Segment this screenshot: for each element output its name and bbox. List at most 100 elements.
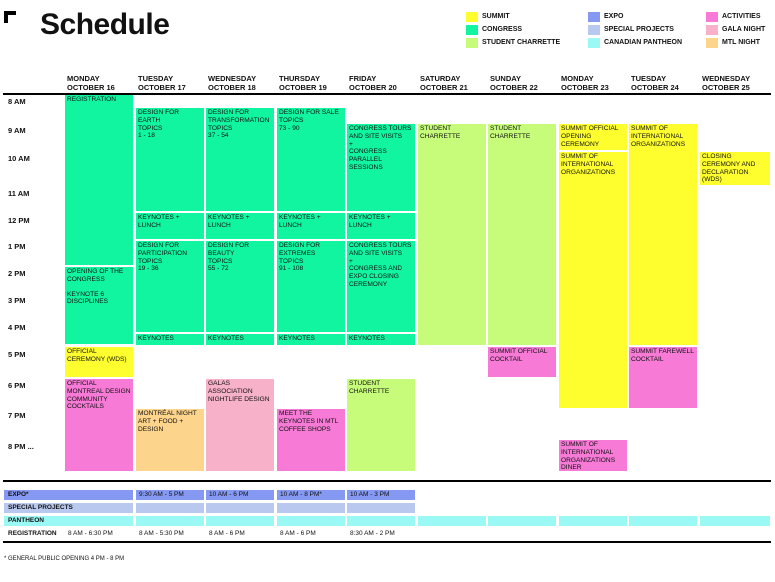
time-label: 9 AM xyxy=(8,126,26,135)
band-cell: 10 AM - 8 PM* xyxy=(277,490,345,500)
event-design-earth[interactable]: DESIGN FOR EARTH TOPICS 1 - 18 xyxy=(136,108,204,211)
legend-swatch-summit xyxy=(466,12,478,22)
time-label: 10 AM xyxy=(8,154,30,163)
band-cell: 8:30 AM - 2 PM xyxy=(350,530,395,537)
band-label-registration: REGISTRATION xyxy=(8,530,57,537)
legend-label: SPECIAL PROJECTS xyxy=(604,26,674,33)
day-header: FRIDAY OCTOBER 20 xyxy=(349,74,397,92)
event-design-participation[interactable]: DESIGN FOR PARTICIPATION TOPICS 19 - 36 xyxy=(136,241,204,332)
band-cell: 10 AM - 6 PM xyxy=(206,490,274,500)
legend-label: SUMMIT xyxy=(482,13,510,20)
event-design-beauty[interactable]: DESIGN FOR BEAUTY TOPICS 55 - 72 xyxy=(206,241,274,332)
legend-label: GALA NIGHT xyxy=(722,26,766,33)
time-label: 5 PM xyxy=(8,350,26,359)
legend-swatch-mtl-night xyxy=(706,38,718,48)
event-registration[interactable]: REGISTRATION xyxy=(65,95,133,265)
band-cell: 8 AM - 6 PM xyxy=(209,530,245,537)
day-header: THURSDAY OCTOBER 19 xyxy=(279,74,327,92)
legend-label: CANADIAN PANTHEON xyxy=(604,39,683,46)
event-student-charrette[interactable]: STUDENT CHARRETTE xyxy=(347,379,415,471)
band-cell xyxy=(136,516,204,526)
day-header: MONDAY OCTOBER 23 xyxy=(561,74,609,92)
event-galas[interactable]: GALAS ASSOCIATION NIGHTLIFE DESIGN xyxy=(206,379,274,471)
band-cell: 8 AM - 6 PM xyxy=(280,530,316,537)
day-header: WEDNESDAY OCTOBER 25 xyxy=(702,74,751,92)
event-congress-tours-closing[interactable]: CONGRESS TOURS AND SITE VISITS + CONGRESS … xyxy=(347,241,415,332)
legend-swatch-activities xyxy=(706,12,718,22)
band-cell xyxy=(700,516,770,526)
band-cell xyxy=(136,503,204,513)
time-label: 1 PM xyxy=(8,242,26,251)
legend-swatch-charrette xyxy=(466,38,478,48)
time-label: 3 PM xyxy=(8,296,26,305)
event-keynotes[interactable]: KEYNOTES xyxy=(347,334,415,345)
bottom-rule xyxy=(3,480,771,482)
day-header: SUNDAY OCTOBER 22 xyxy=(490,74,538,92)
legend-label: STUDENT CHARRETTE xyxy=(482,39,561,46)
band-label-pantheon: PANTHEON xyxy=(4,516,133,526)
event-meet-keynotes[interactable]: MEET THE KEYNOTES IN MTL COFFEE SHOPS xyxy=(277,409,345,471)
footnote: * GENERAL PUBLIC OPENING 4 PM - 8 PM xyxy=(4,556,125,562)
event-keynotes-lunch[interactable]: KEYNOTES + LUNCH xyxy=(277,213,345,239)
event-student-charrette[interactable]: STUDENT CHARRETTE xyxy=(418,124,486,345)
event-keynotes[interactable]: KEYNOTES xyxy=(206,334,274,345)
band-cell: 10 AM - 3 PM xyxy=(347,490,415,500)
legend-label: EXPO xyxy=(604,13,624,20)
header-rule xyxy=(3,93,771,95)
time-label: 8 PM ... xyxy=(8,442,34,451)
band-label-expo: EXPO* xyxy=(4,490,133,500)
legend-swatch-expo xyxy=(588,12,600,22)
event-summit-intl-diner[interactable]: SUMMIT OF INTERNATIONAL ORGANIZATIONS DI… xyxy=(559,440,627,471)
event-summit-opening[interactable]: SUMMIT OFFICIAL OPENING CEREMONY xyxy=(559,124,627,150)
band-cell xyxy=(488,516,556,526)
time-label: 2 PM xyxy=(8,269,26,278)
legend-swatch-congress xyxy=(466,25,478,35)
legend-swatch-gala xyxy=(706,25,718,35)
band-cell xyxy=(206,503,274,513)
event-closing-ceremony[interactable]: CLOSING CEREMONY AND DECLARATION (WDS) xyxy=(700,152,770,185)
event-mtl-night[interactable]: MONTRÉAL NIGHT ART + FOOD + DESIGN xyxy=(136,409,204,471)
event-design-sale[interactable]: DESIGN FOR SALE TOPICS 73 - 90 xyxy=(277,108,345,211)
event-opening-congress[interactable]: OPENING OF THE CONGRESS KEYNOTE 6 DISCIP… xyxy=(65,267,133,344)
time-label: 12 PM xyxy=(8,216,30,225)
legend-label: ACTIVITIES xyxy=(722,13,761,20)
band-cell xyxy=(559,516,627,526)
arrow-corner-icon xyxy=(4,11,16,23)
band-label-special-projects: SPECIAL PROJECTS xyxy=(4,503,133,513)
time-label: 8 AM xyxy=(8,97,26,106)
event-design-extremes[interactable]: DESIGN FOR EXTREMES TOPICS 91 - 108 xyxy=(277,241,345,332)
band-cell: 8 AM - 6:30 PM xyxy=(68,530,113,537)
event-official-ceremony[interactable]: OFFICIAL CEREMONY (WDS) xyxy=(65,347,133,377)
legend-label: CONGRESS xyxy=(482,26,523,33)
event-design-transformation[interactable]: DESIGN FOR TRANSFORMATION TOPICS 37 - 54 xyxy=(206,108,274,211)
footer-rule xyxy=(3,541,771,543)
band-cell xyxy=(629,516,697,526)
band-cell xyxy=(277,503,345,513)
band-cell xyxy=(277,516,345,526)
event-summit-cocktail[interactable]: SUMMIT OFFICIAL COCKTAIL xyxy=(488,347,556,377)
day-header: MONDAY OCTOBER 16 xyxy=(67,74,115,92)
event-official-cocktails[interactable]: OFFICIAL MONTREAL DESIGN COMMUNITY COCKT… xyxy=(65,379,133,471)
event-student-charrette[interactable]: STUDENT CHARRETTE xyxy=(488,124,556,345)
event-farewell-cocktail[interactable]: SUMMIT FAREWELL COCKTAIL xyxy=(629,347,697,408)
event-keynotes[interactable]: KEYNOTES xyxy=(277,334,345,345)
band-cell: 8 AM - 5:30 PM xyxy=(139,530,184,537)
day-header: WEDNESDAY OCTOBER 18 xyxy=(208,74,257,92)
event-summit-intl[interactable]: SUMMIT OF INTERNATIONAL ORGANIZATIONS xyxy=(629,124,697,345)
event-summit-intl[interactable]: SUMMIT OF INTERNATIONAL ORGANIZATIONS xyxy=(559,152,627,408)
day-header: TUESDAY OCTOBER 24 xyxy=(631,74,679,92)
event-keynotes-lunch[interactable]: KEYNOTES + LUNCH xyxy=(136,213,204,239)
time-label: 4 PM xyxy=(8,323,26,332)
event-keynotes-lunch[interactable]: KEYNOTES + LUNCH xyxy=(347,213,415,239)
time-label: 7 PM xyxy=(8,411,26,420)
time-label: 11 AM xyxy=(8,189,30,198)
legend-label: MTL NIGHT xyxy=(722,39,760,46)
legend-swatch-special-projects xyxy=(588,25,600,35)
band-cell xyxy=(347,516,415,526)
event-congress-tours[interactable]: CONGRESS TOURS AND SITE VISITS + CONGRESS … xyxy=(347,124,415,211)
time-label: 6 PM xyxy=(8,381,26,390)
band-cell: 9:30 AM - 5 PM xyxy=(136,490,204,500)
event-keynotes[interactable]: KEYNOTES xyxy=(136,334,204,345)
event-keynotes-lunch[interactable]: KEYNOTES + LUNCH xyxy=(206,213,274,239)
day-header: SATURDAY OCTOBER 21 xyxy=(420,74,468,92)
